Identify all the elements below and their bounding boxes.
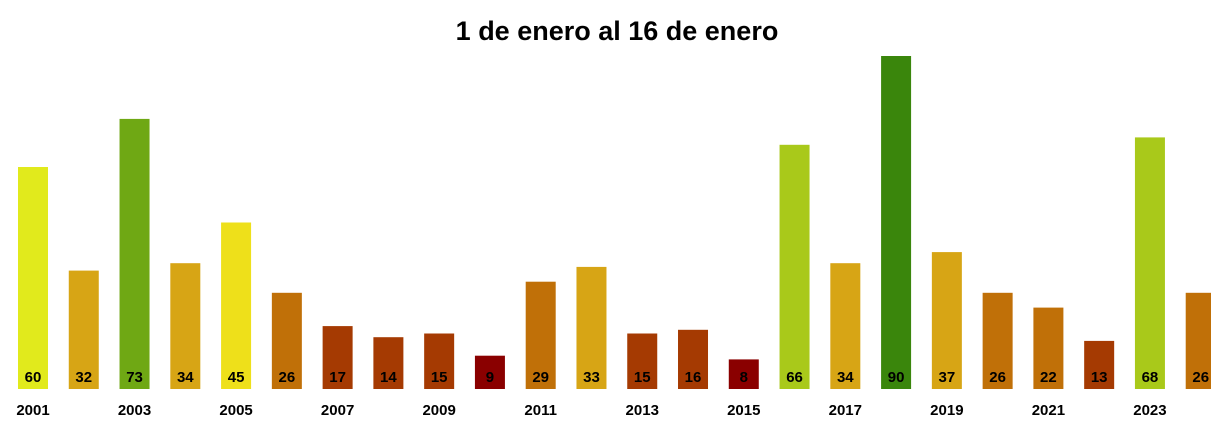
bar bbox=[576, 266, 607, 389]
x-tick-label: 2023 bbox=[1133, 402, 1166, 419]
bar bbox=[1134, 137, 1165, 389]
value-label: 32 bbox=[75, 369, 92, 386]
value-label: 14 bbox=[380, 369, 397, 386]
value-label: 90 bbox=[888, 369, 905, 386]
bar bbox=[1033, 307, 1064, 389]
value-label: 22 bbox=[1040, 369, 1057, 386]
value-label: 34 bbox=[177, 369, 194, 386]
value-label: 9 bbox=[486, 369, 494, 386]
bar bbox=[982, 292, 1013, 389]
chart-title: 1 de enero al 16 de enero bbox=[456, 16, 779, 46]
bar bbox=[119, 118, 150, 390]
x-tick-label: 2007 bbox=[321, 402, 354, 419]
bar bbox=[221, 222, 252, 389]
bar bbox=[170, 263, 201, 389]
bar bbox=[830, 263, 861, 389]
bar bbox=[1084, 340, 1115, 389]
bar bbox=[424, 333, 455, 389]
value-label: 8 bbox=[740, 369, 748, 386]
value-label: 26 bbox=[1192, 369, 1209, 386]
x-tick-label: 2019 bbox=[930, 402, 963, 419]
x-tick-label: 2015 bbox=[727, 402, 760, 419]
value-label: 13 bbox=[1091, 369, 1108, 386]
x-tick-label: 2001 bbox=[16, 402, 49, 419]
bar bbox=[322, 326, 353, 389]
x-tick-label: 2017 bbox=[829, 402, 862, 419]
bar bbox=[1185, 292, 1211, 389]
x-tick-label: 2003 bbox=[118, 402, 151, 419]
value-label: 33 bbox=[583, 369, 600, 386]
x-tick-label: 2013 bbox=[626, 402, 659, 419]
bar bbox=[931, 252, 962, 389]
value-label: 17 bbox=[329, 369, 346, 386]
bar bbox=[627, 333, 658, 389]
value-label: 68 bbox=[1142, 369, 1159, 386]
bar bbox=[271, 292, 302, 389]
x-tick-label: 2005 bbox=[219, 402, 252, 419]
bar bbox=[474, 355, 505, 389]
value-label: 26 bbox=[989, 369, 1006, 386]
value-label: 34 bbox=[837, 369, 854, 386]
value-label: 15 bbox=[634, 369, 651, 386]
bar bbox=[881, 56, 912, 389]
value-label: 26 bbox=[279, 369, 296, 386]
value-label: 16 bbox=[685, 369, 702, 386]
bar bbox=[525, 281, 556, 389]
value-label: 66 bbox=[786, 369, 803, 386]
bar bbox=[779, 144, 810, 389]
bar bbox=[373, 337, 404, 389]
x-tick-label: 2021 bbox=[1032, 402, 1065, 419]
value-label: 15 bbox=[431, 369, 448, 386]
bar bbox=[678, 329, 709, 389]
x-tick-label: 2011 bbox=[524, 402, 557, 419]
value-label: 29 bbox=[532, 369, 549, 386]
value-label: 60 bbox=[25, 369, 42, 386]
bar bbox=[68, 270, 99, 389]
bar bbox=[18, 167, 48, 389]
bar bbox=[728, 359, 759, 389]
value-label: 73 bbox=[126, 369, 143, 386]
value-label: 45 bbox=[228, 369, 245, 386]
x-tick-label: 2009 bbox=[422, 402, 455, 419]
value-label: 37 bbox=[939, 369, 956, 386]
